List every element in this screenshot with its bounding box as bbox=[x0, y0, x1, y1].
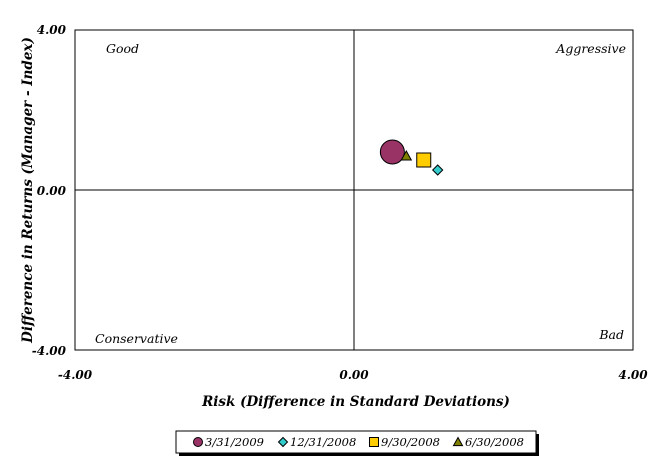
data-point-square bbox=[416, 152, 432, 168]
quadrant-label-aggressive: Aggressive bbox=[555, 41, 626, 56]
y-tick-label-top: 4.00 bbox=[37, 23, 67, 37]
legend-label: 9/30/2008 bbox=[381, 435, 440, 449]
quadrant-label-bad: Bad bbox=[598, 327, 624, 342]
legend-marker-square bbox=[369, 437, 379, 447]
data-point-diamond bbox=[431, 164, 444, 176]
y-tick-label-middle: 0.00 bbox=[37, 184, 67, 198]
y-axis-title: Difference in Returns (Manager - Index) bbox=[20, 37, 36, 344]
legend-box bbox=[175, 430, 537, 454]
quadrant-label-good: Good bbox=[106, 41, 139, 56]
x-tick-label-left: -4.00 bbox=[58, 368, 93, 382]
x-tick-label-middle: 0.00 bbox=[339, 368, 369, 382]
quadrant-label-conservative: Conservative bbox=[95, 331, 178, 346]
legend-marker-circle bbox=[193, 437, 203, 447]
legend-label: 6/30/2008 bbox=[465, 435, 524, 449]
data-point-circle bbox=[379, 139, 405, 165]
data-point-triangle bbox=[400, 149, 413, 161]
data-markers bbox=[379, 139, 444, 176]
x-axis-title: Risk (Difference in Standard Deviations) bbox=[201, 394, 510, 410]
legend-label: 3/31/2009 bbox=[205, 435, 264, 449]
x-tick-label-right: 4.00 bbox=[618, 368, 648, 382]
legend-marker-diamond bbox=[277, 436, 289, 448]
legend-label: 12/31/2008 bbox=[290, 435, 356, 449]
legend: 3/31/2009 12/31/2008 9/30/2008 6/30/2008 bbox=[175, 430, 539, 456]
y-tick-label-bottom: -4.00 bbox=[32, 344, 67, 358]
legend-marker-triangle bbox=[452, 436, 464, 447]
